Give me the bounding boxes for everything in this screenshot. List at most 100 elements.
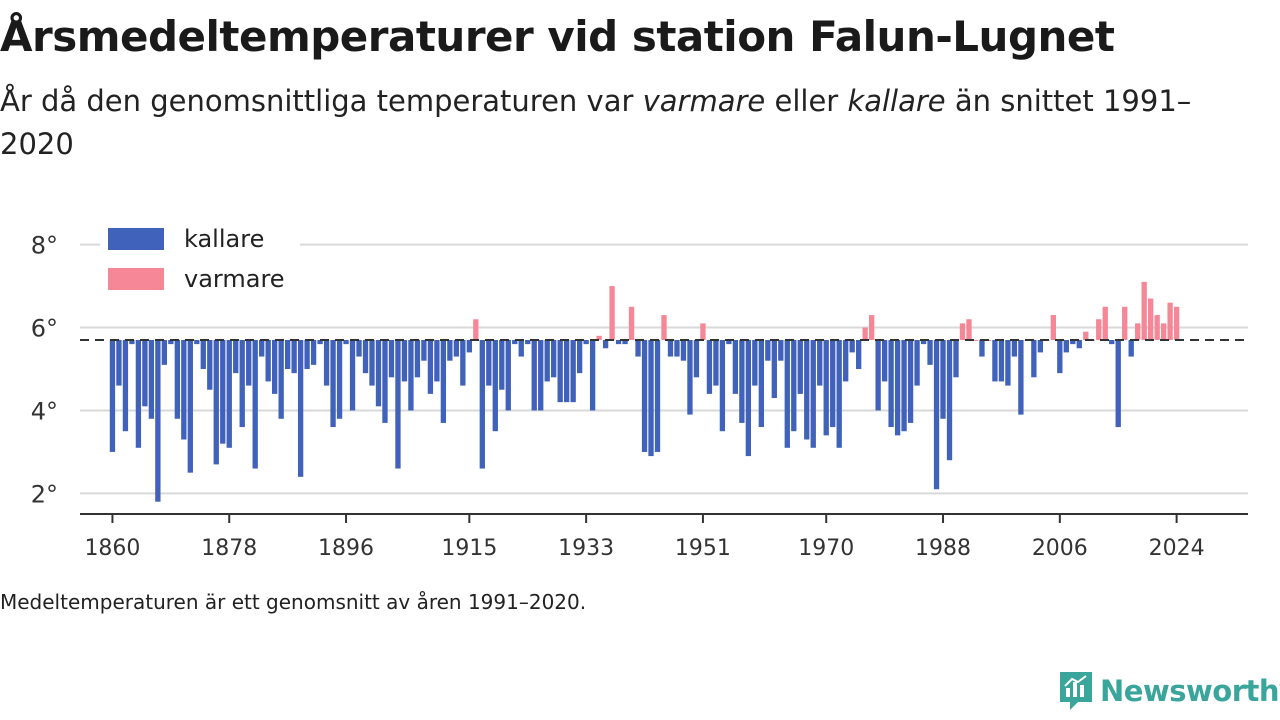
bar-colder — [486, 339, 492, 386]
bar-colder — [310, 339, 317, 365]
bar-colder — [213, 339, 219, 465]
bar-colder — [1057, 339, 1063, 374]
x-tick-label: 1896 — [318, 536, 374, 561]
bar-warmer — [972, 339, 979, 341]
bar-colder — [654, 339, 661, 452]
bar-colder — [726, 339, 732, 345]
subtitle-text-3: än snittet 1991–2020 — [0, 84, 1192, 161]
subtitle-warmer-word: varmare — [642, 84, 766, 118]
bar-colder — [875, 339, 881, 411]
bar-colder — [804, 339, 810, 440]
bar-colder — [953, 339, 959, 378]
bar-colder — [674, 339, 680, 357]
logo-text: Newsworthy — [1100, 674, 1280, 708]
bar-colder — [466, 339, 472, 353]
bar-colder — [421, 339, 427, 361]
y-tick-label: 6° — [31, 315, 58, 343]
bar-colder — [635, 339, 641, 357]
bar-colder — [907, 339, 914, 423]
bar-colder — [362, 339, 369, 374]
bar-colder — [706, 339, 713, 394]
bar-colder — [148, 339, 155, 419]
bar-colder — [823, 339, 829, 436]
bar-colder — [291, 339, 297, 374]
bar-colder — [109, 339, 116, 452]
bar-warmer — [473, 319, 479, 340]
bar-colder — [836, 339, 842, 448]
newsworthy-logo: Newsworthy — [1058, 670, 1280, 712]
bar-colder — [933, 339, 940, 490]
bar-colder — [992, 339, 998, 382]
bar-colder — [849, 339, 855, 353]
bar-colder — [349, 339, 356, 411]
y-tick-label: 8° — [31, 232, 58, 260]
bar-colder — [499, 339, 505, 390]
y-tick-label: 4° — [31, 397, 58, 425]
newsworthy-logo-icon — [1060, 672, 1092, 710]
legend-swatch-colder — [108, 228, 164, 250]
bar-warmer — [959, 323, 966, 340]
bar-colder — [187, 339, 193, 473]
bar-colder — [1018, 339, 1024, 415]
legend: kallare varmare — [100, 218, 300, 298]
bar-colder — [589, 339, 596, 411]
bar-colder — [856, 339, 862, 369]
legend-swatch-warmer — [108, 268, 164, 290]
bar-colder — [881, 339, 888, 382]
bar-colder — [817, 339, 823, 386]
bar-colder — [401, 339, 408, 382]
bar-colder — [330, 339, 336, 428]
bar-warmer — [1160, 323, 1167, 340]
bar-warmer — [1083, 331, 1089, 340]
bar-colder — [648, 339, 654, 457]
bar-warmer — [1173, 306, 1180, 340]
bar-colder — [576, 339, 583, 374]
bar-colder — [142, 339, 148, 407]
bar-colder — [453, 339, 460, 357]
bar-colder — [233, 339, 239, 374]
bar-colder — [408, 339, 414, 411]
bar-colder — [557, 339, 563, 403]
bar-warmer — [868, 315, 875, 340]
y-axis: 2° 4° 6° 8° — [31, 232, 58, 509]
bar-colder — [1128, 339, 1134, 357]
subtitle-colder-word: kallare — [847, 84, 946, 118]
bar-warmer — [1141, 281, 1147, 340]
bar-colder — [1031, 339, 1037, 378]
bar-colder — [1005, 339, 1011, 386]
bar-colder — [1109, 339, 1115, 345]
bar-warmer — [1096, 319, 1102, 340]
bar-colder — [518, 339, 524, 357]
bar-colder — [382, 339, 388, 423]
bar-colder — [920, 339, 927, 345]
bar-colder — [278, 339, 284, 419]
bar-colder — [946, 339, 953, 461]
bar-colder — [901, 339, 907, 432]
x-tick-label: 1951 — [675, 536, 731, 561]
bar-colder — [181, 339, 187, 440]
y-tick-label: 2° — [31, 480, 58, 508]
bar-colder — [155, 339, 161, 502]
bar-warmer — [1102, 306, 1108, 340]
x-tick-label: 1970 — [798, 536, 854, 561]
bar-colder — [246, 339, 252, 386]
bar-colder — [570, 339, 576, 403]
bar-colder — [538, 339, 544, 411]
bar-warmer — [1122, 306, 1128, 340]
bar-colder — [200, 339, 206, 369]
bar-colder — [927, 339, 933, 365]
bar-warmer — [596, 335, 602, 340]
bar-colder — [252, 339, 258, 469]
bar-colder — [667, 339, 674, 357]
subtitle-text-1: År då den genomsnittliga temperaturen va… — [0, 84, 643, 118]
x-tick-label: 1915 — [441, 536, 497, 561]
bar-colder — [564, 339, 570, 403]
bar-warmer — [661, 315, 667, 340]
bar-colder — [259, 339, 265, 357]
bar-colder — [297, 339, 304, 477]
bar-colder — [460, 339, 466, 386]
bar-colder — [265, 339, 271, 382]
x-tick-label: 1988 — [915, 536, 971, 561]
x-tick-label: 2006 — [1032, 536, 1088, 561]
chart-subtitle: År då den genomsnittliga temperaturen va… — [0, 80, 1230, 166]
